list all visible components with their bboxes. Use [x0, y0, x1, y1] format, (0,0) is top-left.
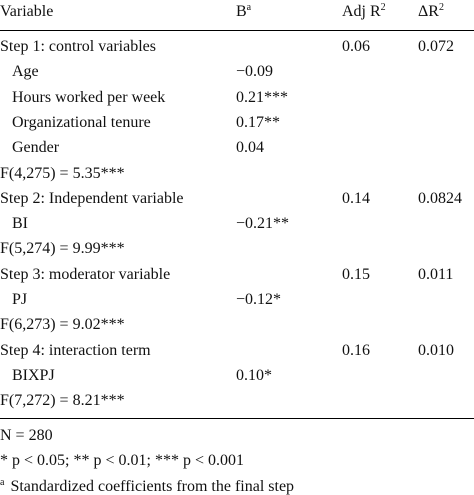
- row-label: F(7,272) = 8.21***: [0, 392, 125, 410]
- header-sup: 2: [380, 2, 386, 13]
- row-value: 0.21***: [236, 88, 288, 106]
- footnote-text: Standardized coefficients from the final…: [10, 478, 295, 495]
- footnote: a Standardized coefficients from the fina…: [0, 477, 294, 495]
- row-label: PJ: [12, 291, 28, 308]
- row-label: Hours worked per week: [12, 88, 166, 106]
- row-value: 0.14: [342, 189, 370, 207]
- row-label: Step 4: interaction term: [0, 341, 151, 359]
- row-value: −0.21**: [236, 215, 290, 233]
- row-label: Step 3: moderator variable: [0, 265, 171, 283]
- footnote-text: N = 280: [0, 427, 53, 444]
- row-value: 0.010: [418, 341, 454, 359]
- header-rule: [0, 30, 474, 31]
- footnote-sup: a: [0, 477, 5, 488]
- row-label: Step 1: control variables: [0, 38, 156, 55]
- row-label: F(5,274) = 9.99***: [0, 240, 125, 258]
- header-text: Adj R: [342, 3, 381, 20]
- row-label: F(6,273) = 9.02***: [0, 316, 125, 334]
- row-value: 0.04: [236, 139, 264, 157]
- row-label: Step 2: Independent variable: [0, 189, 184, 207]
- row-value: 0.16: [342, 341, 370, 359]
- header-cell: Variable: [0, 2, 53, 22]
- row-label: Gender: [12, 139, 60, 157]
- header-text: Variable: [0, 3, 54, 20]
- row-value: 0.06: [342, 38, 370, 55]
- header-cell: Ba: [236, 2, 251, 22]
- header-sup: 2: [438, 2, 444, 13]
- row-label: Organizational tenure: [12, 113, 151, 131]
- footnote: N = 280: [0, 426, 53, 446]
- row-label: BIXPJ: [12, 366, 55, 384]
- header-text: B: [236, 3, 247, 20]
- footnote: * p < 0.05; ** p < 0.01; *** p < 0.001: [0, 451, 244, 471]
- row-value: 0.0824: [418, 189, 462, 207]
- row-value: 0.17**: [236, 113, 280, 131]
- header-text: ΔR: [418, 3, 439, 20]
- row-value: −0.09: [236, 63, 274, 81]
- header-cell: Adj R2: [342, 2, 386, 22]
- row-value: −0.12*: [236, 291, 282, 308]
- row-value: 0.011: [418, 265, 454, 283]
- row-value: 0.15: [342, 265, 370, 283]
- header-cell: ΔR2: [418, 2, 444, 22]
- row-value: 0.10*: [236, 366, 272, 384]
- bottom-rule: [0, 418, 474, 419]
- row-label: BI: [12, 215, 28, 233]
- header-sup: a: [246, 2, 252, 13]
- row-value: 0.072: [418, 38, 454, 55]
- row-label: F(4,275) = 5.35***: [0, 164, 125, 182]
- row-label: Age: [12, 63, 39, 81]
- footnote-text: * p < 0.05; ** p < 0.01; *** p < 0.001: [0, 452, 244, 469]
